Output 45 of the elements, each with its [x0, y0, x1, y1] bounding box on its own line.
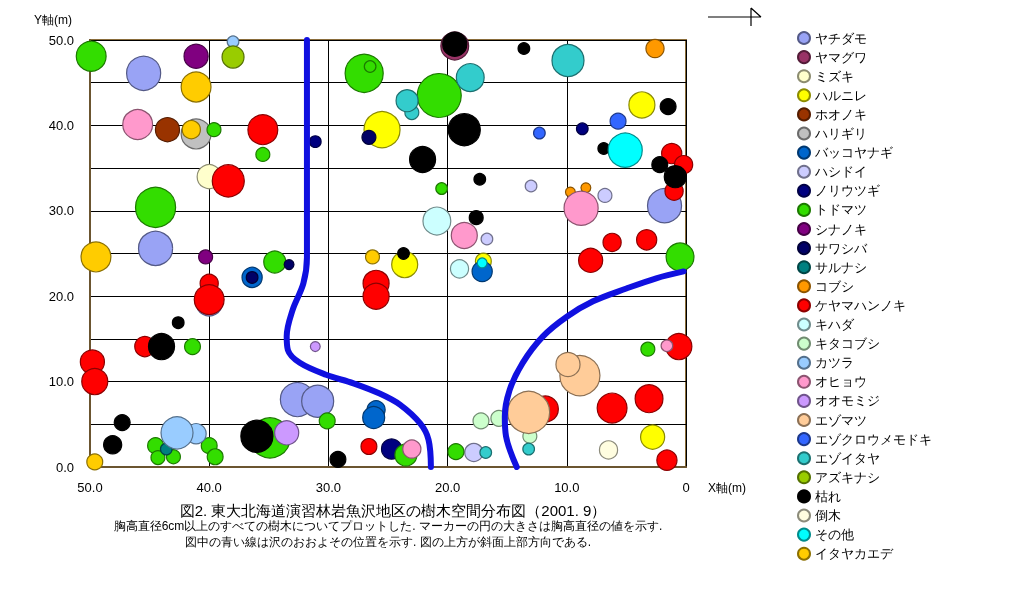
legend-label: バッコヤナギ — [814, 145, 893, 161]
x-tick-label: 0 — [682, 480, 690, 495]
legend-label: トドマツ — [815, 202, 867, 218]
y-tick-label: 40.0 — [48, 117, 74, 133]
text: 図中の青い線は沢のおおよその位置を示す. 図の上方が斜面上部方向である. — [184, 535, 592, 549]
legend-label: コブシ — [815, 278, 854, 294]
x-axis-title: X軸(m) — [708, 481, 746, 495]
legend-label: イタヤカエデ — [815, 546, 894, 562]
legend-label: エゾイタヤ — [815, 450, 880, 466]
legend-label: サワシバ — [815, 240, 868, 256]
legend-label: ハルニレ — [814, 87, 867, 103]
legend-label: オオモミジ — [815, 393, 880, 409]
legend-label: その他 — [815, 527, 854, 543]
legend-label: エゾマツ — [815, 412, 867, 428]
x-tick-label: 50.0 — [77, 480, 103, 495]
legend-label: ノリウツギ — [815, 183, 880, 199]
x-tick-label: 40.0 — [196, 480, 222, 495]
legend-label: ホオノキ — [815, 106, 867, 122]
legend-label: キタコブシ — [815, 336, 880, 352]
legend-label: ケヤマハンノキ — [815, 297, 906, 313]
legend-label: 枯れ — [815, 488, 841, 504]
legend-label: アズキナシ — [815, 469, 880, 485]
legend-label: シナノキ — [815, 221, 867, 237]
y-tick-label: 0.0 — [55, 459, 74, 475]
y-axis-title: Y軸(m) — [34, 13, 72, 27]
y-tick-label: 20.0 — [48, 288, 74, 304]
y-tick-label: 50.0 — [48, 32, 74, 48]
legend-label: オヒョウ — [815, 374, 867, 390]
x-tick-label: 10.0 — [554, 480, 580, 495]
legend-label: カツラ — [815, 355, 854, 371]
legend-label: エゾクロウメモドキ — [815, 431, 932, 447]
x-tick-label: 30.0 — [315, 480, 342, 495]
legend-label: ハリギリ — [814, 126, 867, 141]
legend-label: ハシドイ — [814, 164, 867, 180]
y-tick-label: 30.0 — [48, 203, 74, 219]
text: 図2. 東大北海道演習林岩魚沢地区の樹木空間分布図（2001. 9） — [179, 502, 607, 519]
legend-label: サルナシ — [815, 259, 867, 275]
x-tick-label: 20.0 — [434, 480, 461, 495]
legend-label: ミズキ — [815, 68, 854, 84]
legend-label: キハダ — [815, 317, 855, 332]
y-tick-label: 10.0 — [48, 374, 74, 390]
text: 胸高直径6cm以上のすべての樹木についてプロットした. マーカーの円の大きさは胸高直径の値を示す. — [113, 519, 663, 533]
legend-label: 倒木 — [815, 508, 841, 523]
legend-label: ヤチダモ — [815, 30, 867, 46]
legend-label: ヤマグワ — [815, 49, 867, 65]
